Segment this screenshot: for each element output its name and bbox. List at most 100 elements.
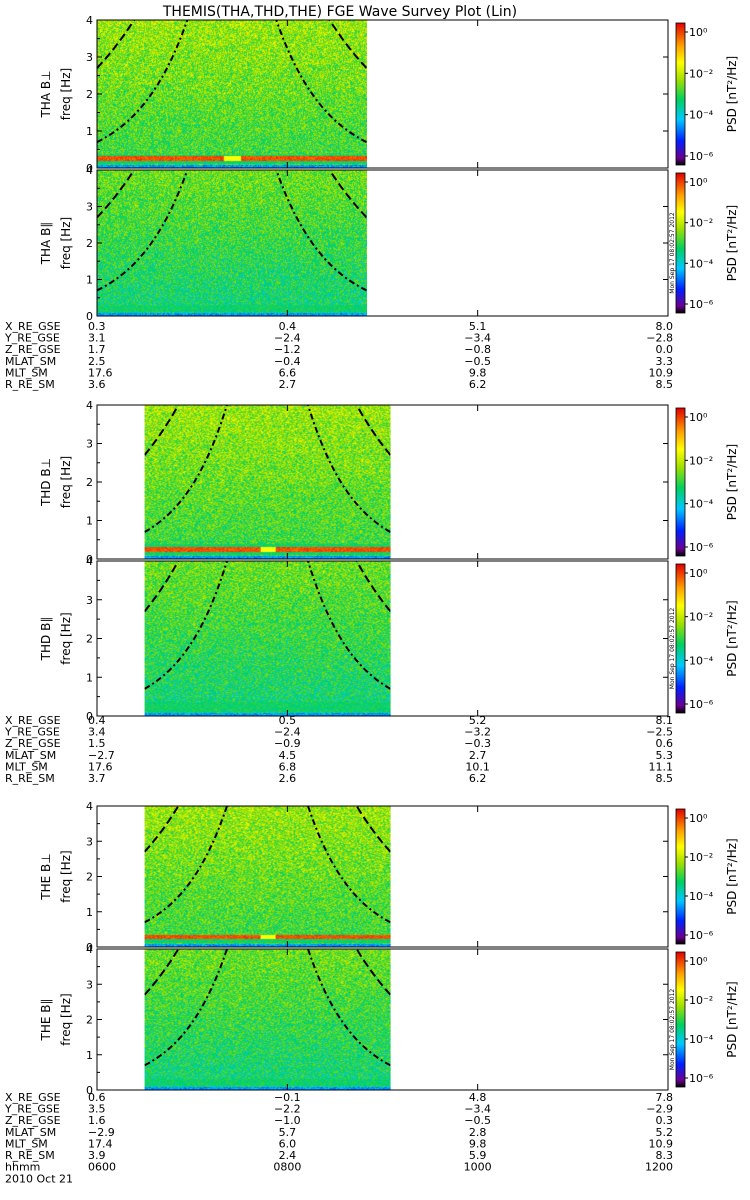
curve-group (144, 949, 391, 1067)
panel-label: THE B∥ (39, 999, 53, 1042)
ephemeris-value: −2.4 (274, 726, 301, 739)
ephemeris-row-name: MLAT_SM (5, 1126, 56, 1139)
ephemeris-row-name: R_RE_SM (5, 772, 55, 785)
ephemeris-value: 5.1 (469, 320, 487, 333)
ephemeris-value: −3.2 (464, 726, 491, 739)
ephemeris-value: 3.4 (88, 726, 106, 739)
colorbar (675, 808, 686, 945)
colorbar-tick-label: 10⁰ (689, 955, 708, 968)
y-tick-label: 1 (86, 906, 93, 919)
ephemeris-value: −0.5 (464, 355, 491, 368)
colorbar-tick-label: 10⁰ (689, 411, 708, 424)
timestamp-stamp: Mon Sep 17 08:02:57 2012 (669, 608, 676, 690)
colorbar-tick-label: 10⁻⁴ (689, 498, 714, 511)
panels-layer: 0 1 2 3 4 THA B⊥ freq [Hz] 10⁰ 10⁻² 10⁻⁴ 10⁻⁶ PSD [… (39, 14, 739, 1097)
colorbar (675, 172, 686, 314)
y-tick-label: 1 (86, 1049, 93, 1062)
ephemeris-value: 0.4 (88, 714, 106, 727)
ephemeris-value: 6.8 (279, 760, 297, 773)
spectrogram-panel: 0 1 2 3 4 THD B∥ freq [Hz] 10⁰ 10⁻² 10⁻⁴ 10⁻⁶ PSD [… (39, 555, 739, 723)
x-tick-label: 0600 (88, 1161, 116, 1174)
colorbar-label: PSD [nT²/Hz] (725, 56, 739, 132)
colorbar-tick-label: 10⁻² (689, 851, 713, 864)
ephemeris-value: −0.9 (274, 737, 301, 750)
spectrogram-image (97, 170, 367, 316)
colorbar-tick-label: 10⁻² (689, 994, 713, 1007)
curve-group (144, 806, 391, 924)
ephemeris-value: 17.6 (88, 760, 113, 773)
y-tick-label: 2 (86, 88, 93, 101)
colorbar-tick-label: 10⁻² (689, 611, 713, 624)
y-tick-label: 1 (86, 515, 93, 528)
y-tick-label: 3 (86, 51, 93, 64)
colorbar-tick-label: 10⁻⁴ (689, 890, 714, 903)
ephemeris-layer: X_RE_GSE 0.3 0.4 5.1 8.0Y_RE_GSE 3.1 −2.4 −3.4−… (4, 320, 673, 1162)
ephemeris-value: 0.4 (279, 320, 297, 333)
colorbar-tick-label: 10⁰ (689, 567, 708, 580)
ephemeris-value: 3.7 (88, 772, 106, 785)
panel-label: THD B⊥ (39, 458, 53, 507)
frequency-curve (306, 806, 391, 924)
spectrogram-panel: 0 1 2 3 4 THE B∥ freq [Hz] 10⁰ 10⁻² 10⁻⁴ 10⁻⁶ PSD [… (39, 943, 739, 1097)
ephemeris-row-name: Z_RE_GSE (5, 1114, 61, 1127)
ephemeris-value: 5.2 (656, 1126, 674, 1139)
ephemeris-value: 9.8 (469, 366, 487, 379)
y-tick-label: 2 (86, 633, 93, 646)
ephemeris-value: 8.5 (656, 378, 674, 391)
colorbar-tick-label: 10⁰ (689, 176, 708, 189)
ephemeris-value: 5.9 (469, 1149, 487, 1162)
y-tick-label: 2 (86, 871, 93, 884)
x-tick-label: 1200 (645, 1161, 673, 1174)
colorbar-label: PSD [nT²/Hz] (725, 444, 739, 520)
colorbar (675, 951, 686, 1088)
colorbar (675, 22, 686, 166)
y-tick-label: 4 (86, 14, 93, 27)
spectrogram-image (144, 806, 391, 947)
ephemeris-value: 6.0 (279, 1137, 297, 1150)
ephemeris-row-name: MLAT_SM (5, 355, 56, 368)
timestamp-stamp: Mon Sep 17 08:02:57 2012 (669, 989, 676, 1071)
ephemeris-value: 0.5 (279, 714, 297, 727)
panel-label: THA B⊥ (39, 70, 53, 118)
ephemeris-row-name: Z_RE_GSE (5, 343, 61, 356)
ephemeris-value: −2.4 (274, 332, 301, 345)
ephemeris-row-name: Y_RE_GSE (4, 332, 60, 345)
ephemeris-row-name: MLT_SM (5, 760, 48, 773)
y-axis-label: freq [Hz] (59, 993, 73, 1045)
ephemeris-value: 10.9 (649, 1137, 674, 1150)
y-axis-label: freq [Hz] (59, 612, 73, 664)
x-axis-label: hhmm (5, 1161, 40, 1174)
ephemeris-value: 2.5 (88, 355, 106, 368)
ephemeris-block: X_RE_GSE 0.4 0.5 5.2 8.1Y_RE_GSE 3.4 −2.4 −3.2−… (4, 714, 673, 785)
y-tick-label: 2 (86, 1014, 93, 1027)
y-tick-label: 3 (86, 594, 93, 607)
ephemeris-block: X_RE_GSE 0.6 −0.1 4.8 7.8 Y_RE_GSE 3.5 −2.2 −3.4… (4, 1091, 673, 1162)
frequency-curve (275, 20, 367, 143)
ephemeris-value: 3.6 (88, 378, 106, 391)
spectrogram-panel: 0 1 2 3 4 THD B⊥ freq [Hz] 10⁰ 10⁻² 10⁻⁴ 10⁻⁶ PSD [… (39, 399, 739, 566)
y-tick-label: 0 (86, 941, 93, 954)
y-tick-label: 3 (86, 978, 93, 991)
ephemeris-value: 1.7 (88, 343, 106, 356)
spectrogram-image (144, 561, 391, 716)
y-tick-label: 4 (86, 164, 93, 177)
frequency-curve (144, 949, 229, 1067)
chart-title: THEMIS(THA,THD,THE) FGE Wave Survey Plot… (162, 4, 517, 20)
ephemeris-value: −2.5 (646, 726, 673, 739)
ephemeris-row-name: MLAT_SM (5, 749, 56, 762)
colorbar-tick-label: 10⁻⁴ (689, 109, 714, 122)
colorbar (675, 563, 686, 714)
ephemeris-value: 17.6 (88, 366, 113, 379)
ephemeris-value: 7.8 (656, 1091, 674, 1104)
ephemeris-value: −2.9 (88, 1126, 115, 1139)
y-axis-label: freq [Hz] (59, 456, 73, 508)
ephemeris-value: 3.9 (88, 1149, 106, 1162)
y-tick-label: 0 (86, 1084, 93, 1097)
timestamp-stamp: Mon Sep 17 08:02:57 2012 (669, 212, 676, 294)
y-axis-label: freq [Hz] (59, 217, 73, 269)
spectrogram-panel: 0 1 2 3 4 THA B⊥ freq [Hz] 10⁰ 10⁻² 10⁻⁴ 10⁻⁶ PSD [… (39, 14, 739, 175)
ephemeris-value: 2.7 (469, 749, 487, 762)
y-tick-label: 4 (86, 800, 93, 813)
ephemeris-value: 8.0 (656, 320, 674, 333)
